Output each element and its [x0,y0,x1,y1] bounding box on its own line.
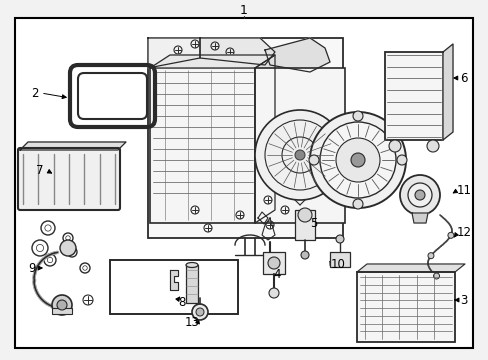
Circle shape [350,153,364,167]
Bar [384,52,442,140]
Text: 10: 10 [330,258,345,271]
Polygon shape [254,55,274,223]
Circle shape [414,190,424,200]
Polygon shape [442,44,452,140]
Bar [356,272,454,342]
Ellipse shape [185,262,198,267]
Text: 8: 8 [178,296,185,309]
Circle shape [60,240,76,256]
Text: 9: 9 [28,261,36,275]
Polygon shape [148,38,200,68]
Polygon shape [264,38,329,72]
Text: 13: 13 [184,315,199,328]
Circle shape [301,251,308,259]
Circle shape [352,199,362,209]
Bar [329,252,349,267]
Circle shape [297,208,311,222]
Circle shape [294,150,305,160]
Circle shape [407,183,431,207]
Circle shape [433,273,439,279]
Polygon shape [200,38,274,65]
Circle shape [335,235,343,243]
Circle shape [57,300,67,310]
Circle shape [254,110,345,200]
Bar [263,252,285,274]
Circle shape [396,155,406,165]
Polygon shape [20,142,126,150]
Bar [148,38,342,238]
Bar [150,68,254,223]
Polygon shape [150,55,274,68]
Text: 5: 5 [310,216,317,230]
Text: 3: 3 [459,293,467,306]
Text: 1: 1 [240,4,247,17]
Polygon shape [411,213,427,223]
Bar [52,308,72,314]
Circle shape [268,288,279,298]
Bar [254,68,345,223]
Polygon shape [170,270,178,290]
Circle shape [388,140,400,152]
Circle shape [319,122,395,198]
Text: 6: 6 [459,72,467,85]
Text: 12: 12 [456,225,470,239]
Circle shape [267,257,280,269]
Bar [185,265,198,303]
Text: 7: 7 [36,163,43,176]
Circle shape [192,304,207,320]
Circle shape [52,295,72,315]
Text: 2: 2 [31,86,39,99]
Circle shape [196,308,203,316]
Circle shape [309,112,405,208]
Text: 4: 4 [273,269,280,282]
Circle shape [447,232,453,238]
Circle shape [399,175,439,215]
Circle shape [352,111,362,121]
Circle shape [335,138,379,182]
FancyBboxPatch shape [18,148,120,210]
Text: 11: 11 [456,184,470,197]
Bar [110,260,238,314]
Circle shape [308,155,318,165]
Circle shape [427,253,433,259]
Circle shape [426,140,438,152]
Polygon shape [356,264,464,272]
Bar [294,210,314,240]
